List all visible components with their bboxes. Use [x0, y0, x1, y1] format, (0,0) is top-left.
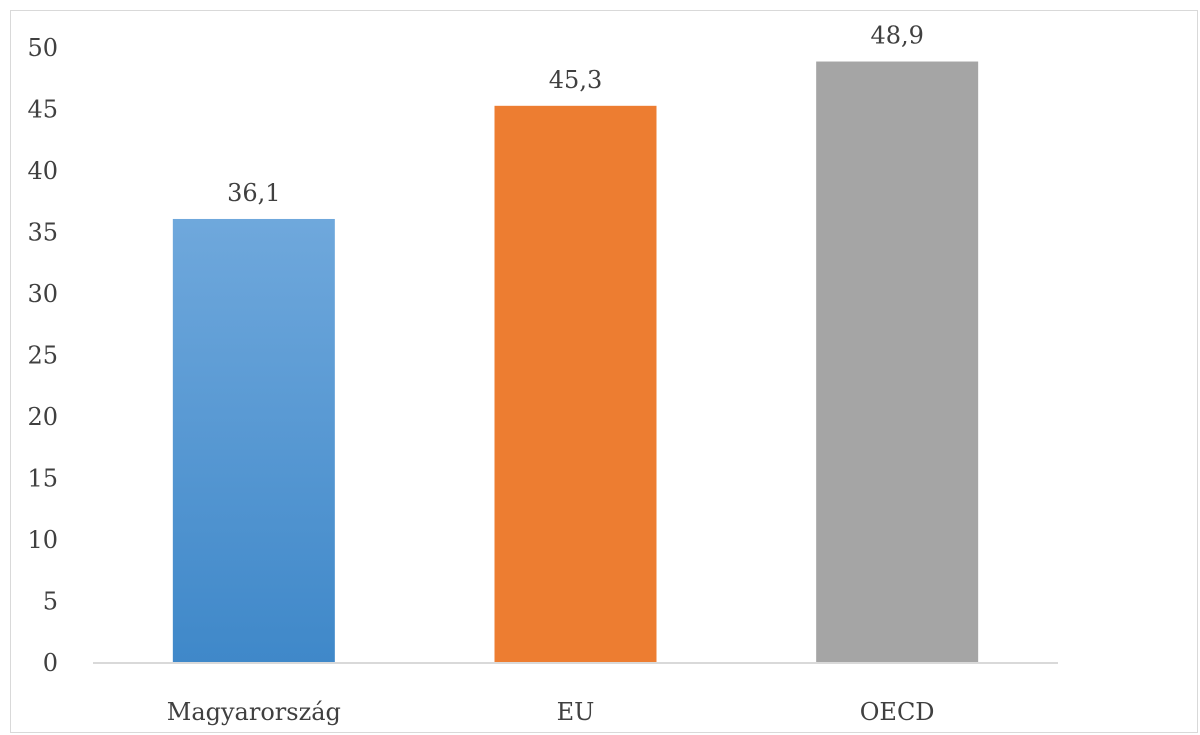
y-tick-label: 50 [27, 34, 58, 62]
y-tick-label: 0 [43, 649, 58, 677]
y-tick-label: 5 [43, 588, 58, 616]
y-tick-label: 40 [27, 157, 58, 185]
data-label: 45,3 [549, 66, 602, 94]
y-tick-label: 25 [27, 342, 58, 370]
y-tick-label: 10 [27, 526, 58, 554]
y-tick-label: 45 [27, 96, 58, 124]
bars [172, 61, 979, 663]
bar-magyarország [172, 218, 335, 663]
y-tick-label: 30 [27, 280, 58, 308]
y-tick-label: 20 [27, 403, 58, 431]
y-axis-ticks: 0 5 10 15 20 25 30 35 40 45 50 [27, 34, 58, 677]
x-category-label: OECD [860, 698, 935, 726]
bar-oecd [816, 61, 979, 663]
data-labels: 36,1 45,3 48,9 [227, 22, 924, 207]
data-label: 48,9 [870, 22, 923, 50]
bar-eu [494, 105, 657, 663]
x-category-label: Magyarország [167, 698, 341, 726]
x-axis-labels: Magyarország EU OECD [167, 698, 935, 726]
data-label: 36,1 [227, 179, 280, 207]
y-tick-label: 35 [27, 219, 58, 247]
y-tick-label: 15 [27, 465, 58, 493]
x-category-label: EU [557, 698, 595, 726]
